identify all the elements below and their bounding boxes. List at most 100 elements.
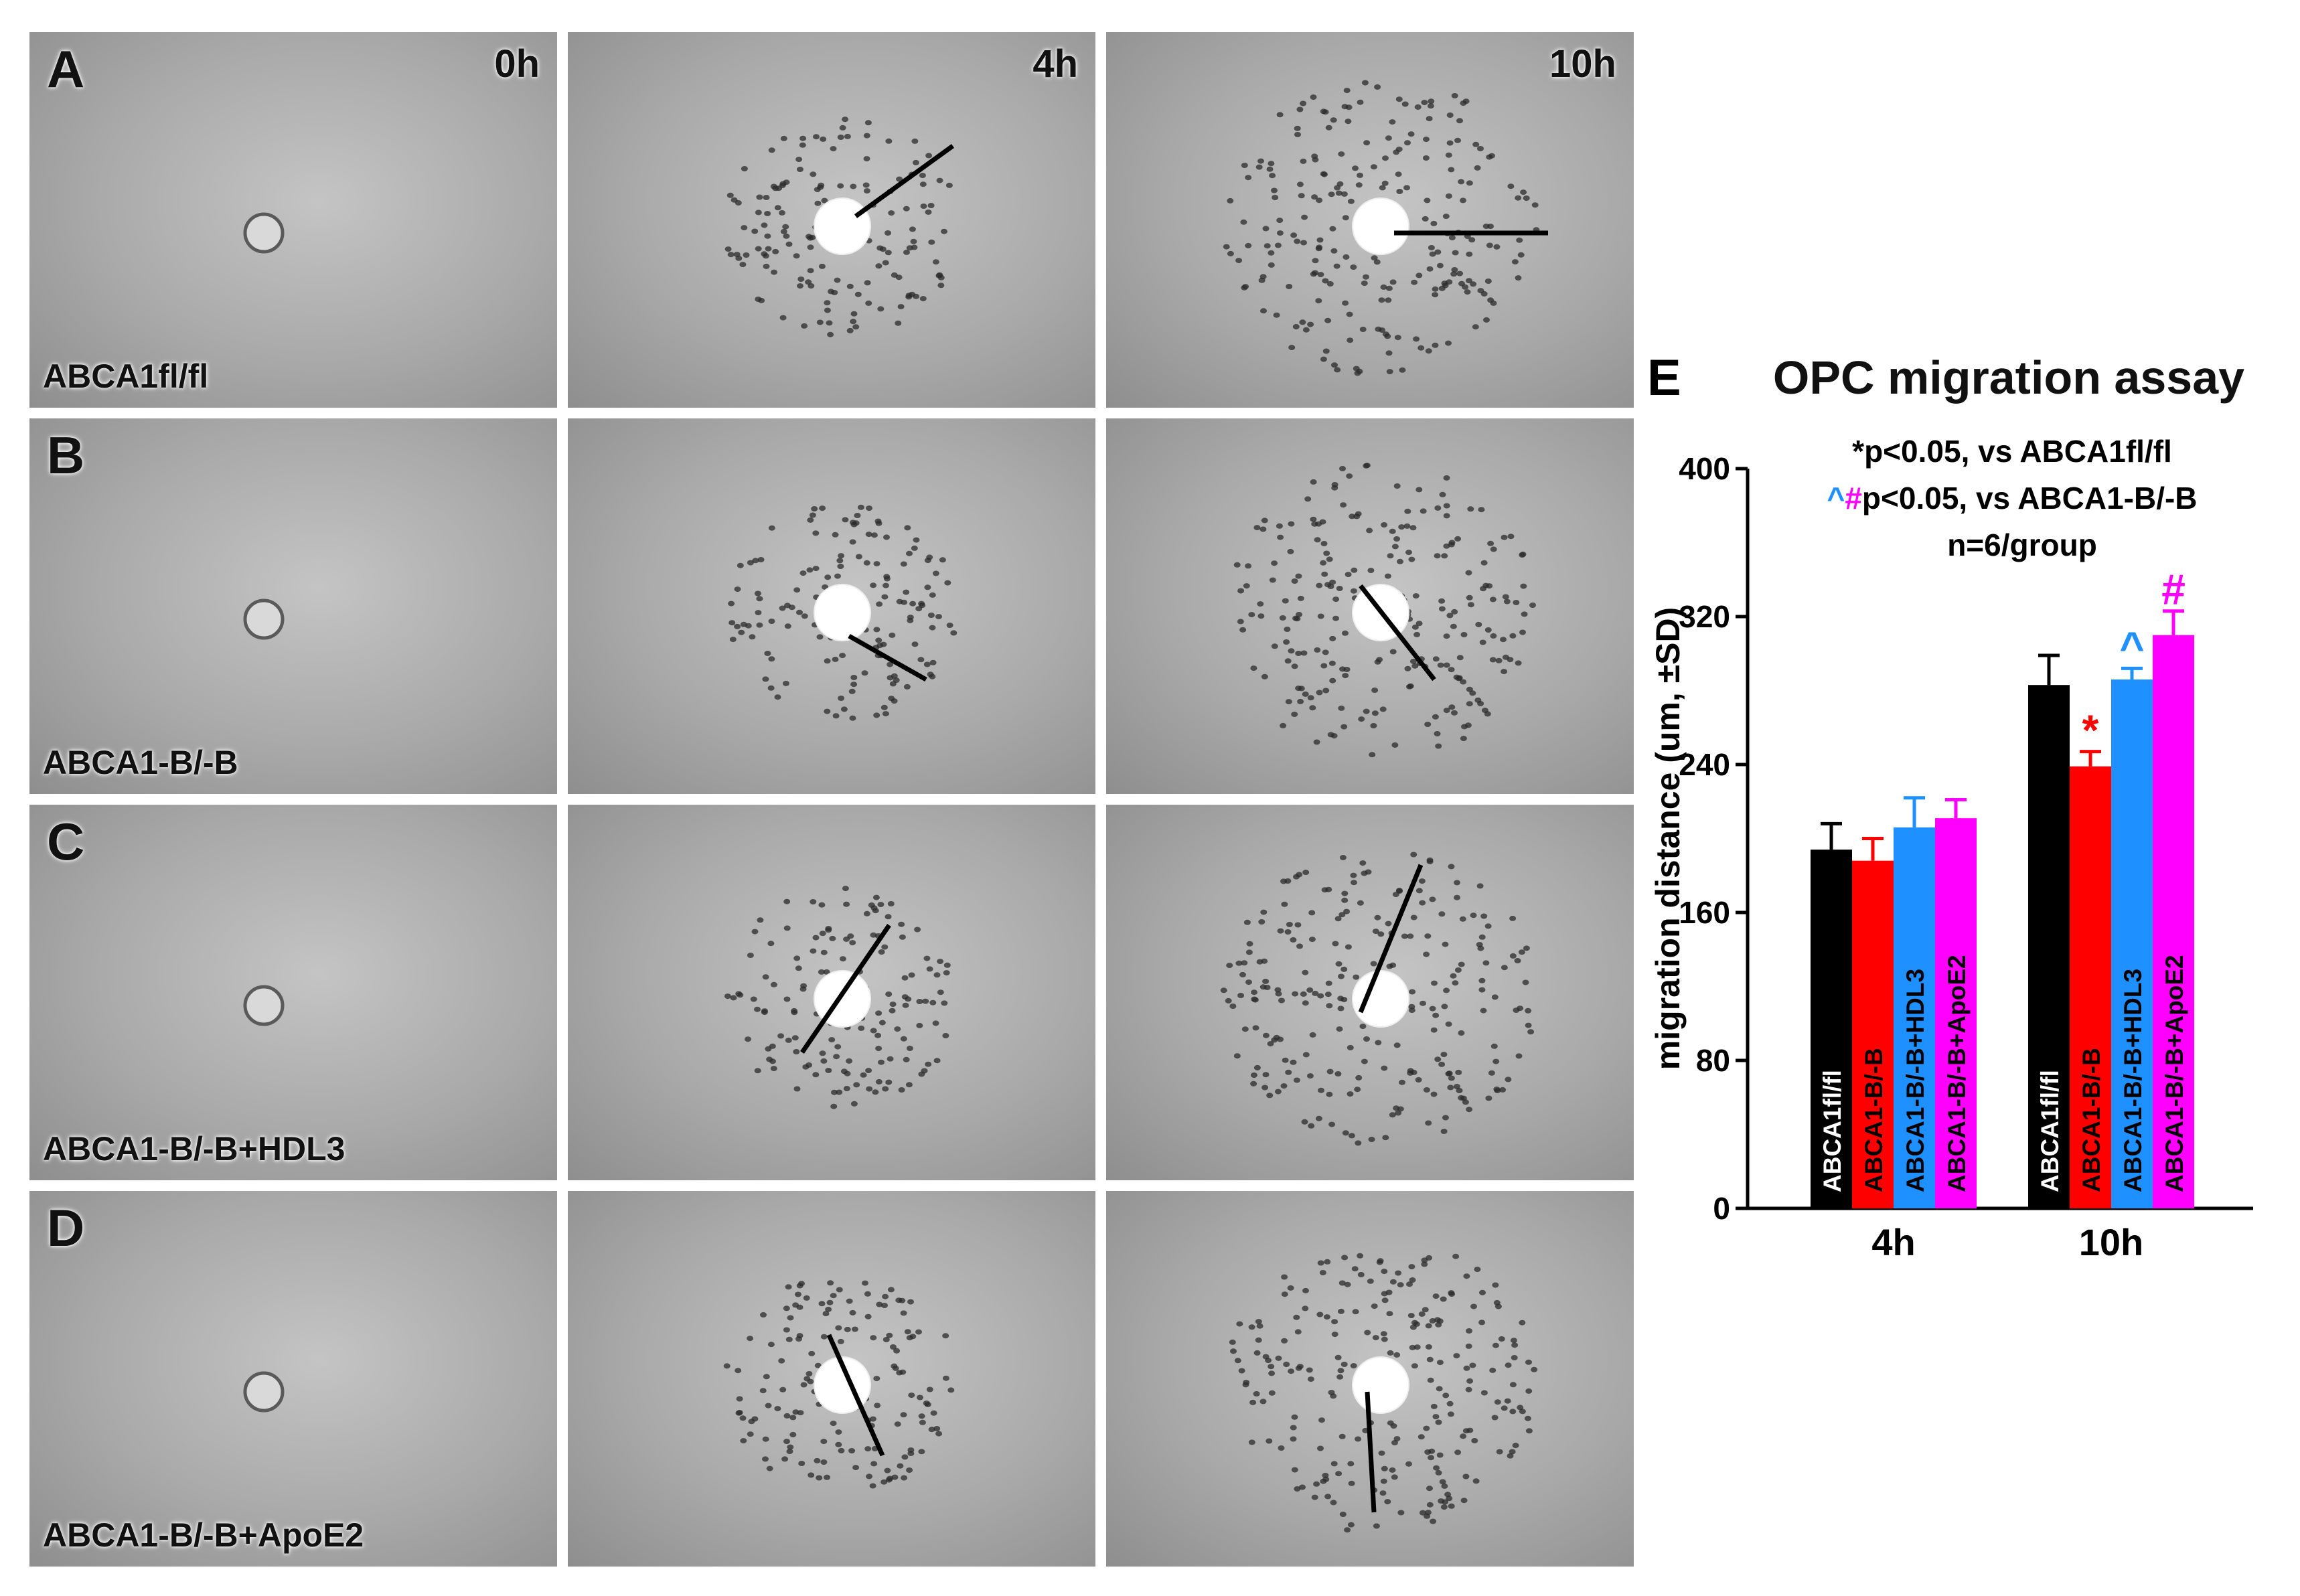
migrating-cell xyxy=(1284,627,1291,632)
migrating-cell xyxy=(874,1032,882,1038)
migrating-cell xyxy=(1326,1003,1333,1009)
migrating-cell xyxy=(762,974,769,980)
migrating-cell xyxy=(1489,596,1497,603)
migrating-cell xyxy=(1432,714,1439,720)
migrating-cell xyxy=(783,233,790,239)
migrating-cell xyxy=(1233,562,1241,568)
migrating-cell xyxy=(882,1086,889,1092)
migrating-cell xyxy=(1370,164,1377,170)
migrating-cell xyxy=(1428,1448,1436,1454)
migrating-cell xyxy=(937,283,945,289)
migrating-cell xyxy=(863,133,870,139)
migrating-cell xyxy=(1387,553,1394,559)
migrating-cell xyxy=(1490,546,1497,552)
migration-distance-line xyxy=(1359,584,1436,682)
migrating-cell xyxy=(1470,281,1477,287)
migrating-cell xyxy=(798,1461,806,1466)
migrating-cell xyxy=(1460,100,1467,106)
migrating-cell xyxy=(803,1295,810,1301)
migrating-cell xyxy=(903,1056,910,1062)
migrating-cell xyxy=(1430,1027,1438,1033)
migrating-cell xyxy=(936,272,943,278)
migrating-cell xyxy=(1294,1486,1301,1492)
migrating-cell xyxy=(1220,987,1227,993)
migrating-cell xyxy=(1446,1401,1454,1407)
migrating-cell xyxy=(1281,1338,1288,1344)
migrating-cell xyxy=(937,989,944,995)
migrating-cell xyxy=(1397,558,1403,564)
migrating-cell xyxy=(923,1401,930,1406)
migrating-cell xyxy=(1350,872,1357,878)
migrating-cell xyxy=(832,532,839,538)
migrating-cell xyxy=(1226,963,1233,969)
migrating-cell xyxy=(1406,1281,1413,1287)
migrating-cell xyxy=(799,570,807,576)
migrating-cell xyxy=(864,120,872,126)
migrating-cell xyxy=(1417,345,1425,351)
migrating-cell xyxy=(1378,297,1385,303)
migrating-cell xyxy=(880,704,888,710)
migrating-cell xyxy=(752,558,759,564)
migrating-cell xyxy=(1328,191,1335,197)
migrating-cell xyxy=(1389,1112,1396,1118)
hash-symbol: # xyxy=(1845,481,1862,515)
migrating-cell xyxy=(736,1410,743,1415)
migrating-cell xyxy=(1515,660,1522,666)
migrating-cell xyxy=(1357,172,1363,178)
migrating-cell xyxy=(820,1459,828,1465)
migrating-cell xyxy=(796,609,803,615)
migrating-cell xyxy=(1322,649,1329,655)
migrating-cell xyxy=(1336,1026,1343,1032)
migrating-cell xyxy=(805,279,812,285)
migrating-cell xyxy=(926,1386,933,1392)
migrating-cell xyxy=(1334,1354,1342,1360)
migrating-cell xyxy=(748,1419,755,1425)
migrating-cell xyxy=(1331,1319,1338,1325)
bar xyxy=(1852,860,1894,1208)
migrating-cell xyxy=(901,1454,909,1460)
group-label-c: ABCA1-B/-B+HDL3 xyxy=(43,1130,346,1168)
migrating-cell xyxy=(1330,1461,1338,1467)
migrating-cell xyxy=(884,1467,891,1473)
migrating-cell xyxy=(889,681,897,687)
migration-distance-line xyxy=(854,144,955,218)
migrating-cell xyxy=(1425,1344,1432,1350)
migrating-cell xyxy=(1401,933,1408,939)
migrating-cell xyxy=(1493,244,1501,250)
migrating-cell xyxy=(1317,272,1324,278)
migrating-cell xyxy=(885,1079,893,1085)
migrating-cell xyxy=(1509,915,1517,921)
migrating-cell xyxy=(1250,1072,1257,1078)
migrating-cell xyxy=(870,1028,877,1034)
migrating-cell xyxy=(853,1082,860,1088)
migrating-cell xyxy=(1451,93,1458,98)
migrating-cell xyxy=(1518,949,1525,955)
migrating-cell xyxy=(1342,1130,1349,1136)
migrating-cell xyxy=(1285,699,1292,705)
migrating-cell xyxy=(904,1329,911,1335)
migrating-cell xyxy=(1291,1414,1298,1420)
migrating-cell xyxy=(939,557,946,563)
migrating-cell xyxy=(1266,166,1274,172)
migrating-cell xyxy=(1478,977,1486,983)
migrating-cell xyxy=(941,1000,948,1006)
migrating-cell xyxy=(820,1334,828,1340)
migrating-cell xyxy=(1341,1255,1349,1261)
migrating-cell xyxy=(739,262,747,268)
migrating-cell xyxy=(894,1026,901,1032)
migrating-cell xyxy=(1512,1443,1519,1449)
migrating-cell xyxy=(1395,1270,1402,1276)
migrating-cell xyxy=(1474,165,1481,171)
migrating-cell xyxy=(765,246,772,252)
migrating-cell xyxy=(1357,900,1364,906)
migrating-cell xyxy=(828,1037,836,1043)
migrating-cell xyxy=(730,995,737,1001)
migrating-cell xyxy=(929,673,936,680)
migrating-cell xyxy=(814,187,821,193)
migrating-cell xyxy=(870,932,877,938)
migrating-cell xyxy=(828,289,834,295)
migrating-cell xyxy=(1296,943,1303,949)
migrating-cell xyxy=(756,622,763,628)
migrating-cell xyxy=(1325,125,1332,131)
migrating-cell xyxy=(820,1058,828,1064)
